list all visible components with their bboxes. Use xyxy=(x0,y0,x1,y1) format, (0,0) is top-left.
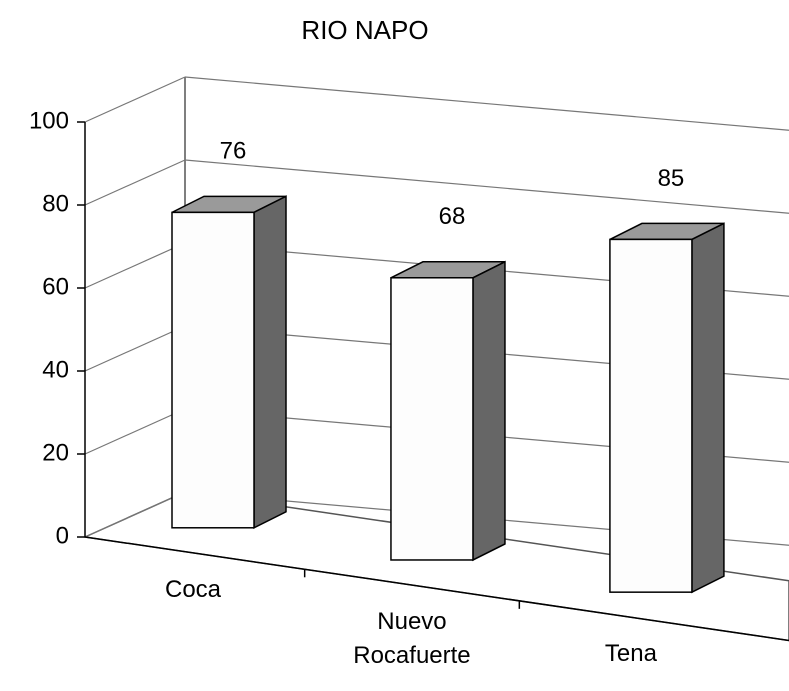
grid-line xyxy=(84,242,186,289)
grid-line xyxy=(84,491,186,538)
y-tick-label: 0 xyxy=(56,522,69,549)
grid-line xyxy=(84,408,186,455)
grid-line xyxy=(84,159,186,206)
y-tick-label: 80 xyxy=(42,190,69,217)
data-label: 85 xyxy=(658,165,685,192)
bar-front xyxy=(171,211,255,529)
grid-line xyxy=(84,76,186,123)
bar xyxy=(609,222,725,594)
grid-line xyxy=(184,76,789,131)
y-tick-label: 60 xyxy=(42,273,69,300)
bar-front xyxy=(390,277,474,561)
grid-line xyxy=(84,325,186,372)
x-tick-label: Nuevo Rocafuerte xyxy=(353,607,471,669)
data-label: 76 xyxy=(220,138,247,165)
bar-side xyxy=(691,222,725,594)
x-tick-label: Coca xyxy=(164,575,222,603)
bar xyxy=(171,195,287,530)
y-tick-label: 20 xyxy=(42,439,69,466)
data-label: 68 xyxy=(439,203,466,230)
bar-side xyxy=(253,195,287,530)
y-tick-label: 100 xyxy=(29,107,69,134)
grid-line xyxy=(184,159,789,214)
x-tick-label: Tena xyxy=(604,640,657,668)
bar xyxy=(390,260,506,562)
bar-side xyxy=(472,260,506,562)
y-tick-label: 40 xyxy=(42,356,69,383)
bar-front xyxy=(609,238,693,593)
x-axis xyxy=(84,536,789,642)
chart-title: RIO NAPO xyxy=(301,15,428,45)
